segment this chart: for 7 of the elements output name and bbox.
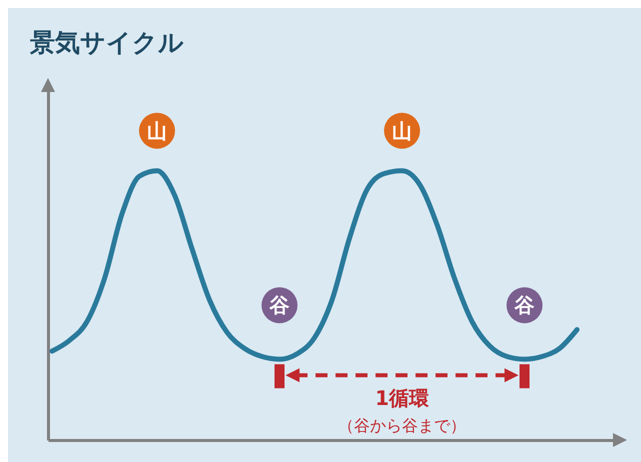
text: 山	[147, 118, 168, 143]
annotation: 1循環	[375, 386, 430, 410]
annotation: 谷	[514, 293, 536, 318]
text: 山	[392, 118, 412, 143]
annotation: 谷	[268, 293, 291, 318]
chart-title: 景気サイクル	[30, 27, 184, 59]
annotation: （谷から谷まで）	[338, 416, 466, 436]
